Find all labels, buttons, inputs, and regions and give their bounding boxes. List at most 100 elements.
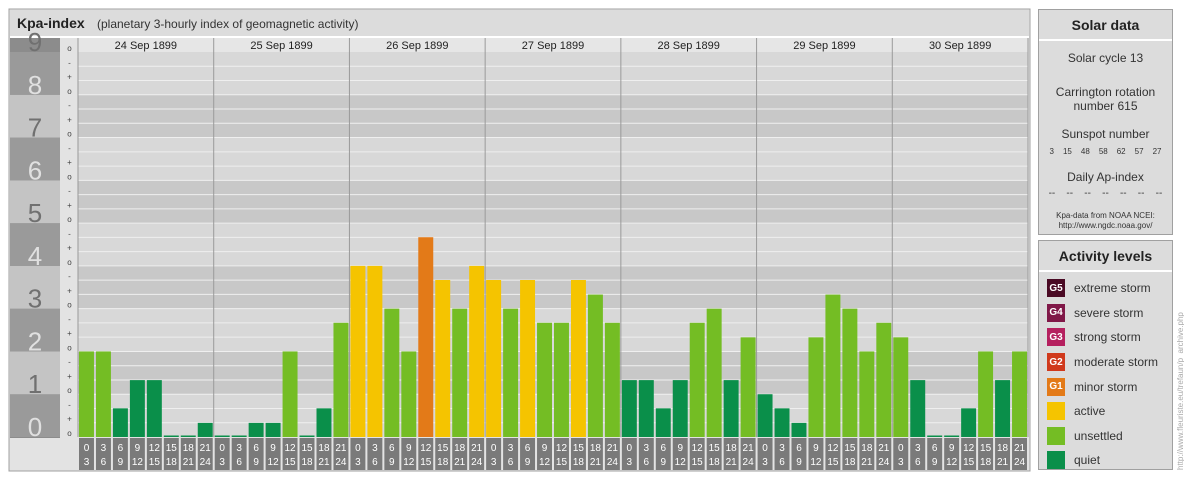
carrington-rotation: Carrington rotation number 615 <box>1055 85 1156 113</box>
chart-title: Kpa-index <box>17 15 85 31</box>
interval-start-label: 15 <box>844 443 856 454</box>
minor-tick-mark: o <box>67 87 72 96</box>
interval-start-label: 6 <box>389 443 395 454</box>
interval-start-label: 15 <box>709 443 721 454</box>
legend-swatch: G4 <box>1047 303 1065 322</box>
sunspot-value: 48 <box>1080 147 1090 156</box>
y-tick-label: 0 <box>28 412 42 442</box>
interval-end-label: 9 <box>389 457 395 468</box>
y-tick-label: 5 <box>28 198 42 228</box>
kp-bar <box>367 265 383 437</box>
interval-start-label: 6 <box>932 443 938 454</box>
kp-bar <box>418 237 434 437</box>
interval-cell <box>604 438 620 470</box>
minor-tick-mark: o <box>67 429 72 438</box>
kp-bar <box>146 380 162 437</box>
legend-swatch <box>1047 451 1065 470</box>
day-label: 25 Sep 1899 <box>250 40 312 52</box>
interval-end-label: 12 <box>403 457 415 468</box>
interval-start-label: 3 <box>236 443 242 454</box>
day-label: 27 Sep 1899 <box>522 40 584 52</box>
interval-end-label: 15 <box>827 457 839 468</box>
interval-cell <box>825 438 841 470</box>
activity-levels-panel: Activity levels G5 extreme storm G4 severe … <box>1038 240 1173 470</box>
kp-bar <box>604 322 620 437</box>
kp-bar <box>452 308 468 437</box>
interval-start-label: 3 <box>101 443 107 454</box>
interval-cell <box>180 438 196 470</box>
interval-start-label: 6 <box>796 443 802 454</box>
ap-value: -- <box>1066 188 1074 199</box>
kp-bar <box>910 380 926 437</box>
interval-cell <box>587 438 603 470</box>
interval-end-label: 3 <box>355 457 361 468</box>
interval-start-label: 0 <box>84 443 90 454</box>
kp-bar <box>384 308 400 437</box>
kp-bar <box>401 351 417 437</box>
kp-bar <box>689 322 705 437</box>
kp-bar <box>248 422 264 437</box>
kp-bar <box>638 380 654 437</box>
interval-end-label: 21 <box>183 457 195 468</box>
interval-cell <box>469 438 485 470</box>
interval-end-label: 6 <box>236 457 242 468</box>
kp-bar <box>995 380 1011 437</box>
kp-bar <box>299 435 315 437</box>
kp-bar <box>486 280 502 437</box>
legend-swatch: G2 <box>1047 353 1065 372</box>
interval-end-label: 3 <box>762 457 768 468</box>
legend-swatch: G3 <box>1047 328 1065 347</box>
interval-end-label: 3 <box>627 457 633 468</box>
legend-item: G2 moderate storm <box>1039 350 1172 375</box>
kp-bar <box>944 435 960 437</box>
kp-bar <box>282 351 298 437</box>
interval-cell <box>723 438 739 470</box>
interval-end-label: 3 <box>219 457 225 468</box>
sunspot-label: Sunspot number <box>1061 127 1150 141</box>
interval-start-label: 21 <box>200 443 212 454</box>
source-line-1: Kpa-data from NOAA NCEI: <box>1056 211 1155 220</box>
legend-swatch <box>1047 426 1065 445</box>
interval-end-label: 15 <box>149 457 161 468</box>
minor-tick-mark: o <box>67 172 72 181</box>
activity-legend: G5 extreme storm G4 severe storm G3 strong st… <box>1039 276 1172 473</box>
interval-end-label: 6 <box>915 457 921 468</box>
interval-end-label: 24 <box>878 457 890 468</box>
interval-start-label: 21 <box>471 443 483 454</box>
kp-bar <box>503 308 519 437</box>
interval-start-label: 6 <box>118 443 124 454</box>
interval-start-label: 12 <box>827 443 839 454</box>
solar-cycle: Solar cycle 13 <box>1067 51 1144 65</box>
legend-swatch: G1 <box>1047 377 1065 396</box>
minor-tick-mark: - <box>68 58 71 67</box>
interval-cell <box>638 438 654 470</box>
interval-cell <box>95 438 111 470</box>
legend-item: G3 strong storm <box>1039 325 1172 350</box>
interval-cell <box>129 438 145 470</box>
day-label: 24 Sep 1899 <box>115 40 177 52</box>
interval-end-label: 6 <box>372 457 378 468</box>
kp-bar <box>621 380 637 437</box>
interval-start-label: 6 <box>525 443 531 454</box>
y-tick-label: 2 <box>28 326 42 356</box>
kp-bar <box>112 408 128 437</box>
interval-cell <box>689 438 705 470</box>
kp-bar <box>808 337 824 437</box>
legend-label: unsettled <box>1074 428 1123 443</box>
y-tick-label: 3 <box>28 284 42 314</box>
interval-end-label: 24 <box>743 457 755 468</box>
interval-cell <box>978 438 994 470</box>
kp-bar <box>231 435 247 437</box>
sunspot-value: 27 <box>1152 147 1162 156</box>
y-tick-label: 4 <box>28 241 42 271</box>
kp-bar <box>316 408 332 437</box>
interval-cell <box>333 438 349 470</box>
interval-cell <box>859 438 875 470</box>
interval-start-label: 15 <box>980 443 992 454</box>
interval-start-label: 12 <box>692 443 704 454</box>
interval-cell <box>791 438 807 470</box>
interval-cell <box>231 438 247 470</box>
ap-values: -- -- -- -- -- -- -- <box>1039 188 1172 199</box>
interval-cell <box>757 438 773 470</box>
legend-label: moderate storm <box>1074 355 1159 370</box>
